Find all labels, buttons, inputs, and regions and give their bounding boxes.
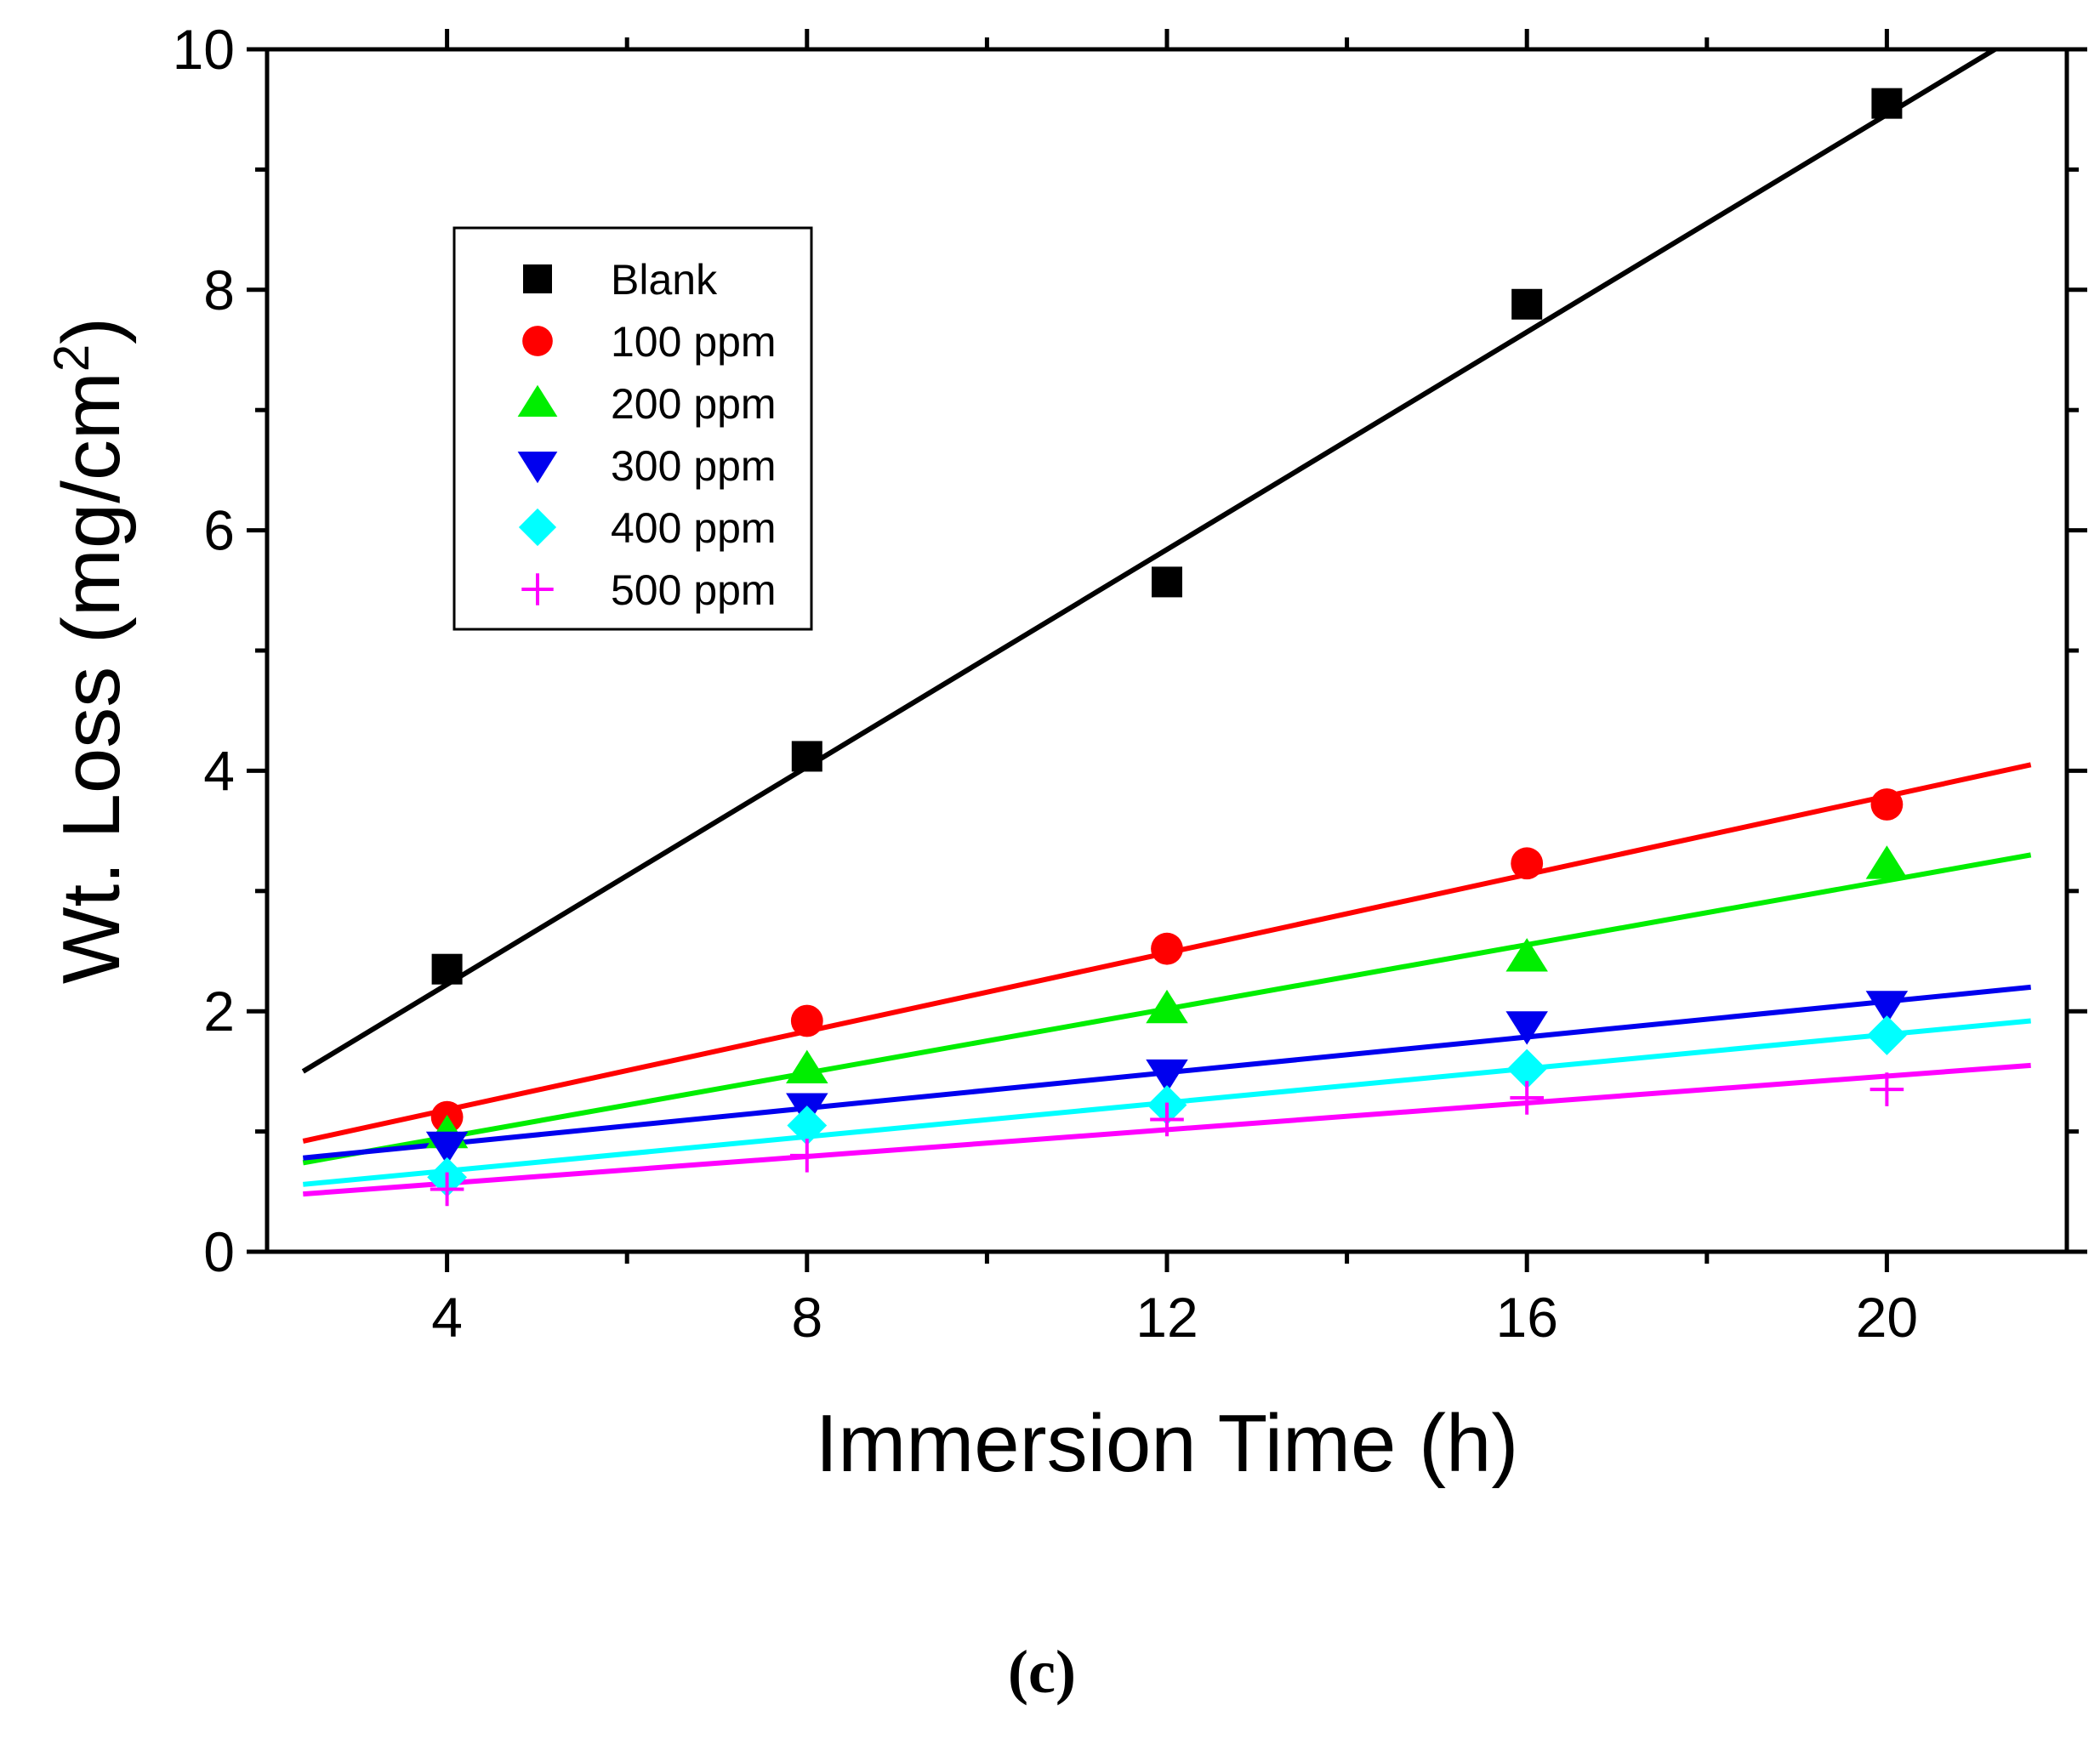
x-axis-title: Immersion Time (h) (816, 1398, 1519, 1489)
axis-ticks (247, 29, 2087, 1272)
y-tick-label: 8 (203, 259, 235, 321)
x-tick-label: 20 (1856, 1286, 1918, 1349)
y-axis-title-close: ) (46, 317, 137, 344)
data-point-500-ppm (1510, 1081, 1544, 1115)
data-point-400-ppm (787, 1105, 828, 1145)
y-tick-label: 2 (203, 980, 235, 1043)
legend-items: Blank 100 ppm 200 ppm 300 ppm 400 ppm 500 ppm (517, 256, 777, 614)
data-point-200-ppm (1865, 845, 1909, 879)
data-point-100-ppm (1151, 932, 1183, 965)
data-point-200-ppm (1146, 989, 1188, 1024)
legend-label-100-ppm: 100 ppm (611, 318, 777, 366)
data-point-200-ppm (786, 1049, 828, 1083)
x-tick-label: 8 (791, 1286, 822, 1349)
x-tick-label: 12 (1135, 1286, 1198, 1349)
data-point-300-ppm (1505, 1011, 1548, 1045)
data-point-300-ppm (1865, 991, 1909, 1025)
data-point-300-ppm (425, 1131, 469, 1166)
legend-label-500-ppm: 500 ppm (611, 566, 777, 614)
legend-marker-500-ppm (521, 573, 554, 605)
data-point-300-ppm (1146, 1059, 1188, 1094)
figure-caption: (c) (1008, 1638, 1076, 1706)
data-point-500-ppm (1150, 1102, 1184, 1137)
data-point-blank (791, 741, 822, 772)
tick-labels: 4 8 12 16 20 0 2 4 6 8 10 (173, 18, 1919, 1349)
data-point-100-ppm (790, 1004, 823, 1037)
legend-label-blank: Blank (611, 256, 718, 304)
x-tick-label: 4 (431, 1286, 463, 1349)
data-markers (425, 88, 1909, 1207)
legend-marker-400-ppm (518, 508, 557, 547)
legend-label-300-ppm: 300 ppm (611, 442, 777, 490)
data-point-blank (1511, 288, 1543, 320)
legend-label-400-ppm: 400 ppm (611, 504, 777, 552)
x-tick-label: 16 (1495, 1286, 1557, 1349)
legend-marker-300-ppm (517, 452, 558, 484)
y-tick-label: 4 (203, 739, 235, 802)
data-point-blank (1871, 88, 1903, 119)
data-point-500-ppm (1870, 1072, 1904, 1106)
data-point-blank (431, 953, 463, 985)
legend-label-200-ppm: 200 ppm (611, 380, 777, 428)
data-point-400-ppm (1506, 1049, 1547, 1089)
y-axis-title: Wt. Loss (mg/cm2) (44, 317, 137, 984)
data-point-200-ppm (1505, 938, 1548, 972)
y-tick-label: 6 (203, 499, 235, 562)
legend-marker-blank (523, 264, 552, 293)
data-point-500-ppm (790, 1139, 824, 1173)
fit-line-blank (301, 49, 1996, 1074)
y-tick-label: 10 (173, 18, 235, 81)
data-point-100-ppm (1511, 847, 1544, 880)
data-point-400-ppm (1867, 1015, 1907, 1055)
legend-box (452, 226, 813, 631)
data-point-100-ppm (1870, 788, 1904, 821)
legend: Blank 100 ppm 200 ppm 300 ppm 400 ppm 500 ppm (452, 226, 813, 631)
legend-marker-100-ppm (522, 326, 553, 356)
y-axis-title-main: Wt. Loss (mg/cm (46, 372, 137, 984)
y-axis-title-superscript: 2 (44, 344, 100, 372)
legend-marker-200-ppm (517, 384, 558, 417)
y-tick-label: 0 (203, 1220, 235, 1283)
data-point-500-ppm (430, 1172, 464, 1207)
data-point-blank (1152, 566, 1182, 598)
